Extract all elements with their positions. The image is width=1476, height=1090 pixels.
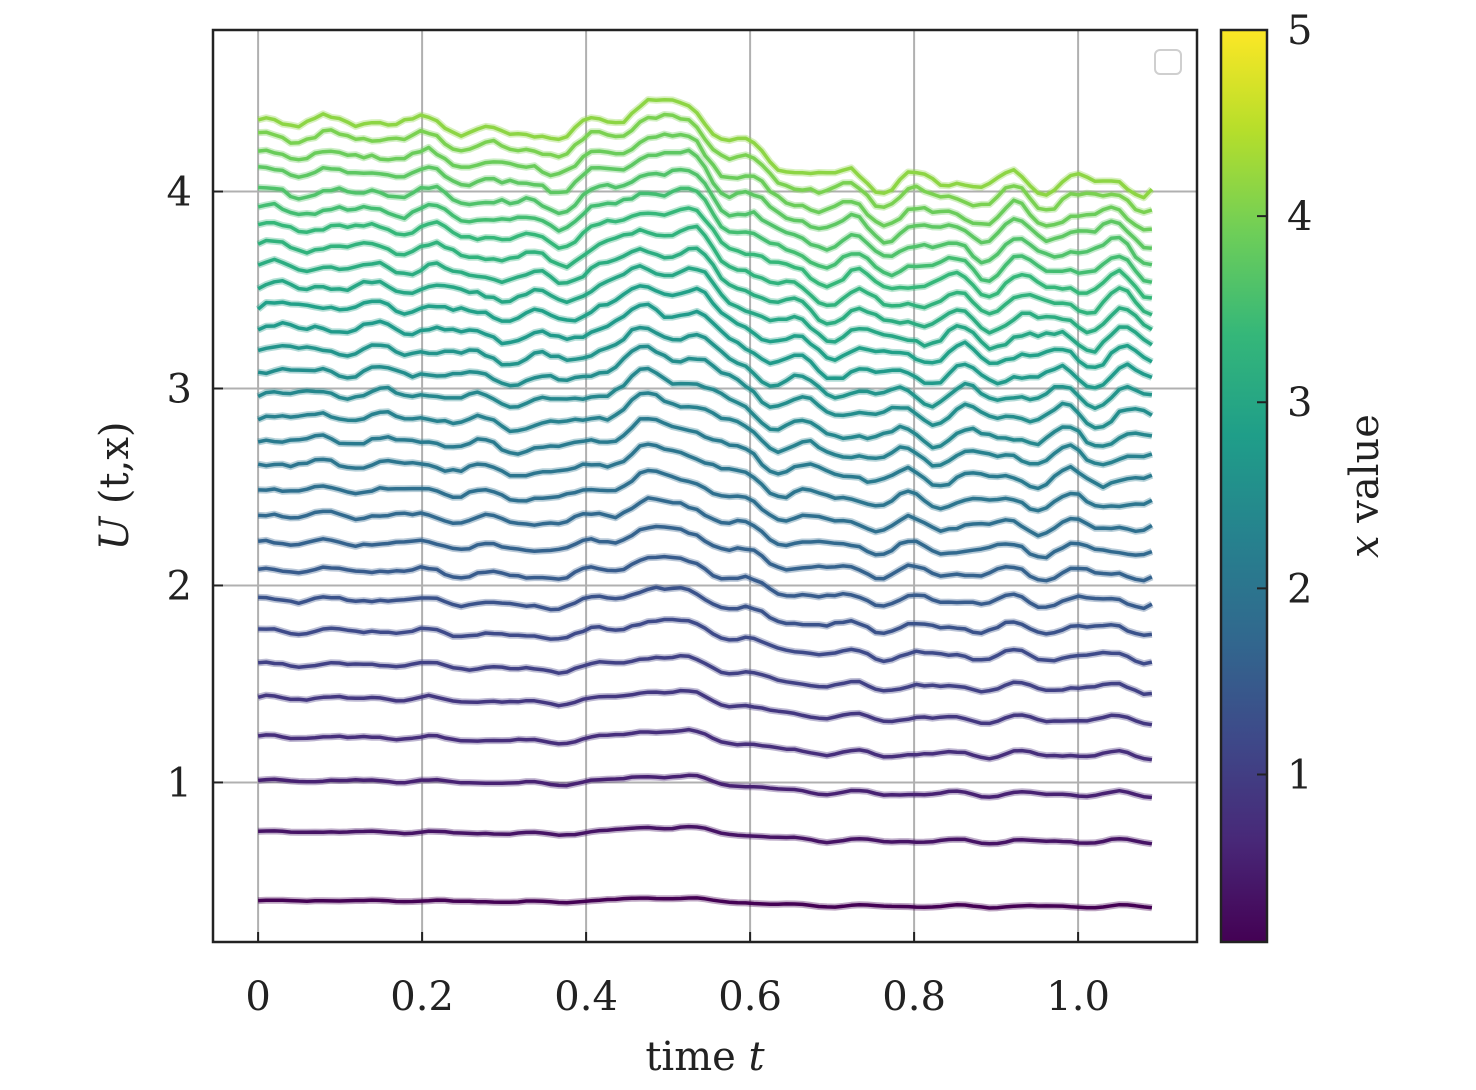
series-line (257, 442, 1153, 513)
series-line (257, 366, 1153, 450)
y-tick-label: 1 (167, 760, 192, 806)
colorbar: 1 2 3 4 5 (1219, 8, 1312, 944)
series-line (257, 132, 1153, 232)
series-line (258, 468, 1153, 538)
x-tick-label: 0.6 (718, 974, 782, 1020)
series-line (258, 496, 1153, 560)
series-line (258, 585, 1153, 637)
series-line (257, 688, 1153, 727)
series-line (257, 246, 1153, 335)
x-tick-label: 0.4 (554, 974, 618, 1020)
axis-ticks: 0 0.2 0.4 0.6 0.8 1.0 1 2 3 4 (167, 170, 1110, 1020)
series-line (257, 417, 1153, 491)
series-line (256, 284, 1153, 370)
colorbar-tick-label: 1 (1287, 752, 1312, 798)
series-line (257, 186, 1153, 284)
x-tick-label: 0.8 (882, 974, 946, 1020)
x-tick-label: 1.0 (1046, 974, 1110, 1020)
colorbar-tick-label: 2 (1287, 566, 1312, 612)
series-line (257, 264, 1153, 354)
series-line (257, 524, 1153, 583)
colorbar-tick-label: 3 (1287, 380, 1312, 426)
legend-box (1154, 49, 1182, 75)
series-line (257, 206, 1153, 300)
series-line (257, 391, 1153, 468)
plot-frame (211, 28, 1199, 944)
series-lines (255, 96, 1155, 912)
series-line (258, 896, 1153, 910)
series-halo (256, 389, 1153, 470)
series-line (257, 773, 1153, 800)
series-line (257, 554, 1153, 611)
series-line (258, 824, 1153, 846)
colorbar-label: x value (1342, 414, 1388, 558)
series-line (257, 653, 1153, 697)
colorbar-ticks: 1 2 3 4 5 (1257, 8, 1312, 798)
series-line (257, 727, 1153, 762)
y-tick-label: 3 (167, 366, 192, 412)
y-tick-label: 4 (167, 170, 192, 216)
series-line (258, 617, 1153, 666)
series-line (257, 97, 1154, 200)
x-axis-label: time t (645, 1034, 765, 1080)
x-tick-label: 0 (245, 974, 270, 1020)
y-axis-label: U (t,x) (92, 422, 138, 551)
series-line (257, 224, 1153, 317)
series-line (257, 302, 1153, 390)
x-tick-label: 0.2 (390, 974, 454, 1020)
series-line (257, 325, 1153, 411)
colorbar-tick-label: 5 (1287, 8, 1312, 54)
series-line (257, 148, 1153, 250)
series-line (258, 167, 1153, 267)
y-tick-label: 2 (167, 563, 192, 609)
series-line (257, 344, 1153, 430)
series-line (258, 112, 1153, 215)
colorbar-tick-label: 4 (1287, 194, 1312, 240)
colorbar-gradient (1219, 28, 1269, 944)
